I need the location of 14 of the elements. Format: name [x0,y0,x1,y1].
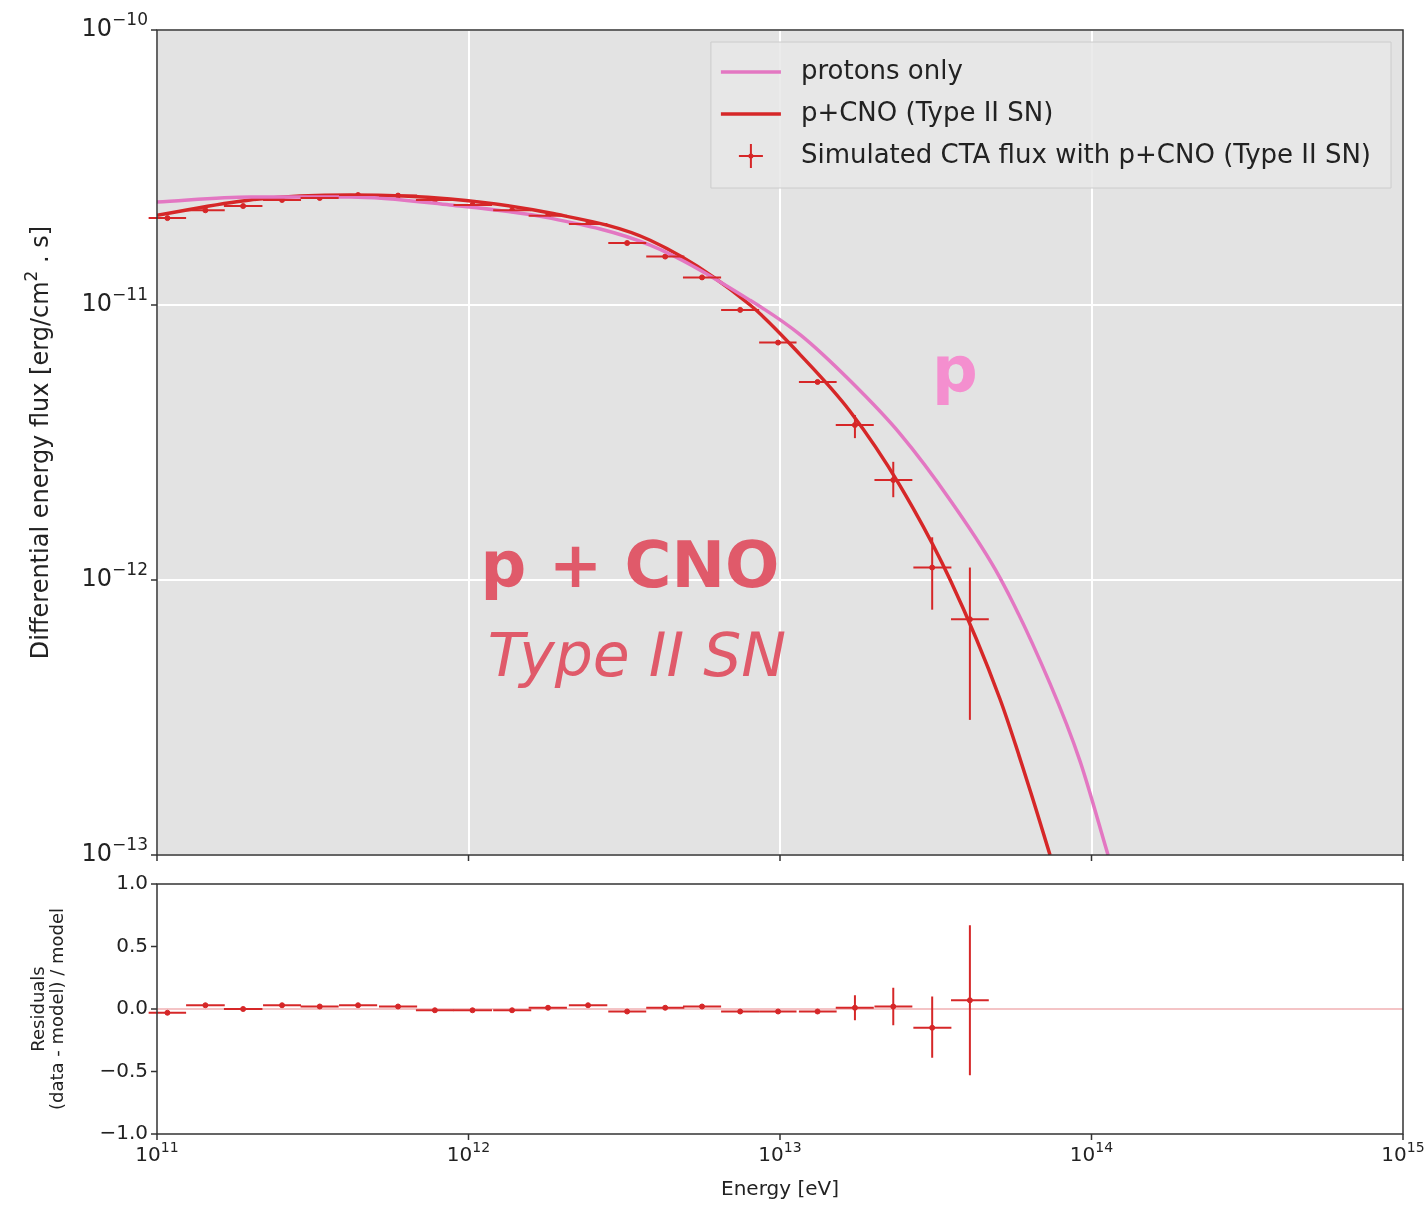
annotation: Type II SN [487,619,787,690]
y-tick-label: 1.0 [116,870,149,895]
annotation: p [932,332,978,407]
annotation: p + CNO [480,527,780,602]
x-axis-title: Energy [eV] [721,1176,839,1201]
y-axis-title: Residuals (data - model) / model [26,907,67,1111]
y-tick-label: −0.5 [99,1057,149,1082]
y-tick-label: 0.5 [116,932,149,957]
legend-label: p+CNO (Type II SN) [800,96,1054,127]
y-tick-label: 0.0 [116,995,149,1020]
y-axis-title: Differential energy flux [erg/cm2 . s] [20,225,55,660]
legend-label: Simulated CTA flux with p+CNO (Type II SN) [800,138,1372,169]
y-tick-label: −1.0 [99,1120,149,1145]
legend-label: protons only [800,54,963,85]
